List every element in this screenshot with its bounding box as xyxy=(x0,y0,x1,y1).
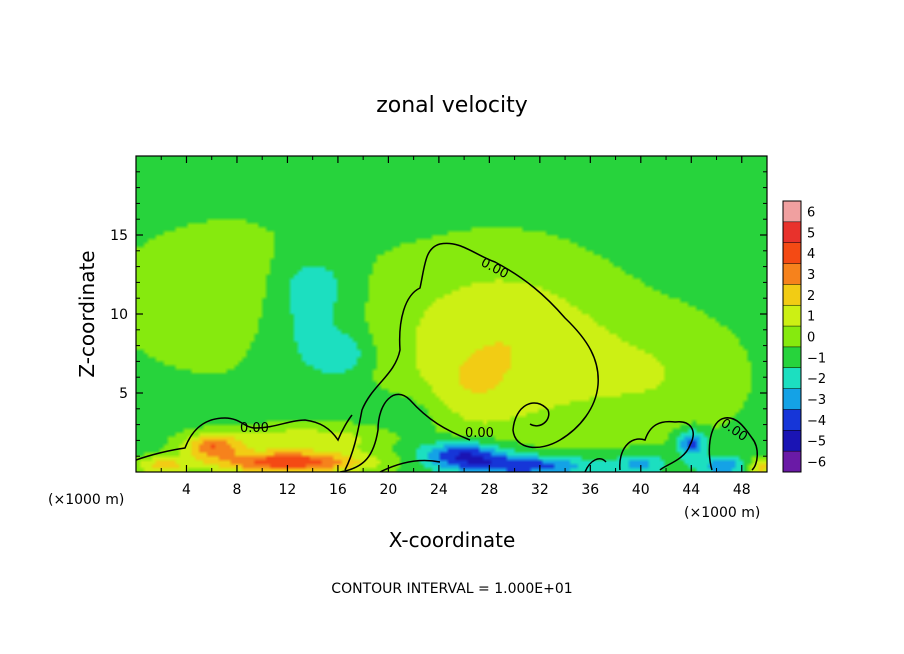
x-tick-label: 8 xyxy=(232,482,241,498)
zero-contour-right-1 xyxy=(619,420,694,471)
chart-title: zonal velocity xyxy=(376,93,528,118)
colorbar-swatch xyxy=(783,305,801,327)
colorbar-label: −4 xyxy=(807,414,826,429)
colorbar-swatch xyxy=(783,430,801,452)
x-tick-label: 12 xyxy=(279,482,297,498)
colorbar-swatch xyxy=(783,263,801,285)
colorbar-label: 2 xyxy=(807,289,815,304)
x-tick-label: 44 xyxy=(682,482,700,498)
zero-contour-main xyxy=(339,242,599,472)
x-axis-label: X-coordinate xyxy=(389,528,516,552)
contour-label: 0.00 xyxy=(240,421,269,436)
colorbar: 6 5 4 3 2 1 0 −1 −2 −3 −4 −5 −6 xyxy=(782,200,826,473)
colorbar-swatch xyxy=(783,284,801,306)
x-tick-label: 48 xyxy=(733,482,751,498)
zero-contours xyxy=(136,242,758,472)
colorbar-label: 1 xyxy=(807,310,815,325)
colorbar-label: −3 xyxy=(807,393,826,408)
colorbar-swatch xyxy=(783,451,801,473)
colorbar-label: −1 xyxy=(807,351,826,366)
contour-label: 0.00 xyxy=(465,426,494,441)
x-axis: 4 8 12 16 20 24 28 32 36 40 44 48 xyxy=(160,156,751,498)
contour-labels: 0.00 0.00 0.00 0.00 xyxy=(240,255,750,445)
colorbar-label: −5 xyxy=(807,435,826,450)
x-unit-label-left: (×1000 m) xyxy=(48,492,124,508)
colorbar-label: −6 xyxy=(807,456,826,471)
colorbar-label: 5 xyxy=(807,226,815,241)
velocity-field xyxy=(136,156,767,472)
zero-contour-base xyxy=(379,458,607,472)
y-axis-label: Z-coordinate xyxy=(75,250,99,377)
x-tick-label: 4 xyxy=(182,482,191,498)
x-tick-label: 20 xyxy=(379,482,397,498)
y-tick-label: 5 xyxy=(119,386,128,402)
colorbar-label: 6 xyxy=(807,205,815,220)
colorbar-label: −2 xyxy=(807,372,826,387)
y-tick-label: 15 xyxy=(110,228,128,244)
x-tick-label: 32 xyxy=(531,482,549,498)
colorbar-swatch xyxy=(783,388,801,410)
colorbar-swatch xyxy=(783,409,801,431)
x-tick-label: 24 xyxy=(430,482,448,498)
colorbar-swatch xyxy=(783,367,801,390)
x-tick-label: 16 xyxy=(329,482,347,498)
colorbar-swatch xyxy=(783,242,801,265)
colorbar-swatch xyxy=(783,326,801,348)
contour-interval-footer: CONTOUR INTERVAL = 1.000E+01 xyxy=(331,581,572,597)
colorbar-swatch xyxy=(783,346,801,369)
x-tick-label: 28 xyxy=(480,482,498,498)
x-tick-label: 40 xyxy=(632,482,650,498)
zero-contour-lower-left xyxy=(136,414,353,461)
zero-contour-right-2 xyxy=(708,417,758,471)
y-tick-label: 10 xyxy=(110,307,128,323)
y-axis: 5 10 15 xyxy=(110,171,767,457)
x-tick-label: 36 xyxy=(581,482,599,498)
plot-area: 0.00 0.00 0.00 0.00 xyxy=(136,156,767,472)
colorbar-label: 3 xyxy=(807,268,815,283)
x-unit-label-right: (×1000 m) xyxy=(684,505,760,521)
colorbar-label: 0 xyxy=(807,331,815,346)
colorbar-swatch xyxy=(783,221,801,244)
colorbar-label: 4 xyxy=(807,247,815,262)
colorbar-swatch xyxy=(783,201,801,223)
